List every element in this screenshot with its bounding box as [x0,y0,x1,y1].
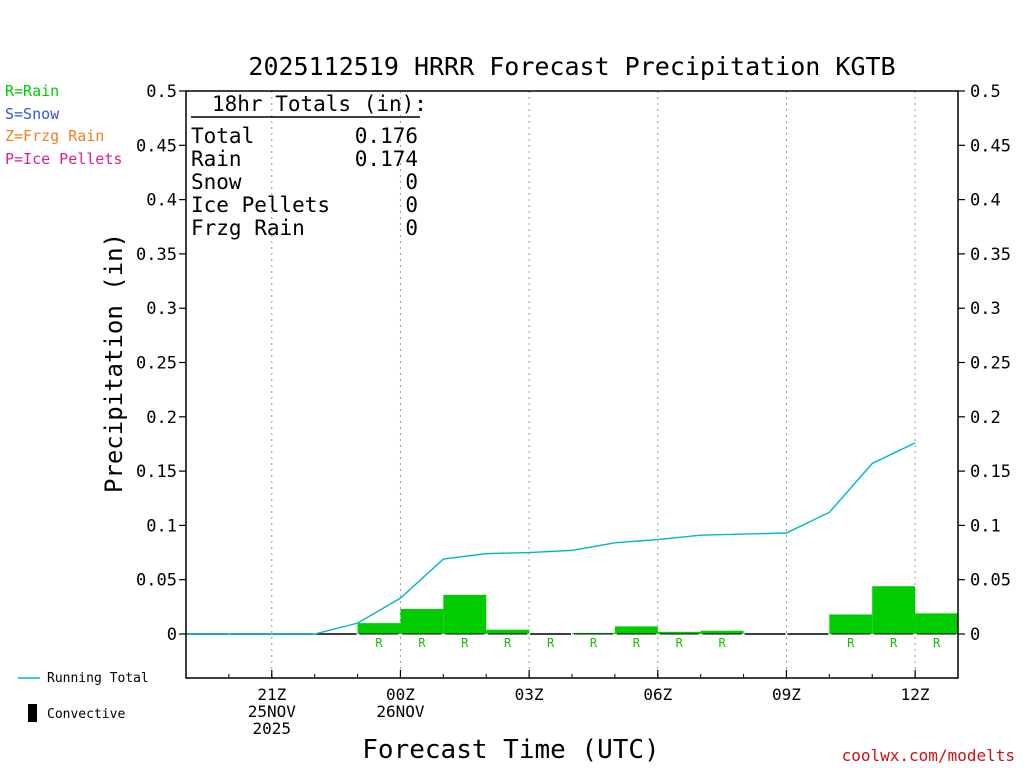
totals-row-label: Rain [191,147,242,171]
y-tick-label-right: 0.5 [970,82,1001,102]
x-tick-label: 00Z [386,685,415,704]
legend-ice-pellets: P=Ice Pellets [5,150,122,168]
precip-bar [872,586,916,634]
y-tick-label-left: 0.05 [136,571,177,591]
y-tick-label-right: 0.25 [970,354,1011,374]
totals-heading: 18hr Totals (in): [212,92,427,116]
y-axis-label: Precipitation (in) [100,233,128,493]
precip-type-mark: R [933,636,941,650]
precip-bar [700,630,744,634]
precip-type-mark: R [418,636,426,650]
x-tick-label: 06Z [643,685,672,704]
plot-frame [185,90,959,679]
precip-type-mark: R [676,636,684,650]
x-tick-label: 25NOV [248,702,297,721]
y-tick-label-left: 0.2 [146,408,177,428]
precip-bar [614,626,658,634]
x-gridlines [271,91,916,678]
x-tick-label: 03Z [515,685,544,704]
precip-type-mark: R [590,636,598,650]
totals-row-value: 0 [405,193,418,217]
precip-bar [400,609,444,634]
totals-row-value: 0.174 [355,147,418,171]
legend-snow: S=Snow [5,105,60,123]
x-tick-label: 26NOV [376,702,425,721]
credit-text: coolwx.com/modelts [842,746,1015,765]
totals-row-value: 0.176 [355,124,418,148]
precip-bar [829,614,873,634]
totals-rows: Total 0.176 Rain 0.174 Snow 0 Ice Pellets 0 Frzg… [191,124,418,240]
precip-type-mark: R [718,636,726,650]
y-tick-label-right: 0.3 [970,299,1001,319]
y-tick-label-left: 0.45 [136,136,177,156]
y-tick-label-left: 0.35 [136,245,177,265]
legend-rain: R=Rain [5,82,59,100]
x-axis-label: Forecast Time (UTC) [362,735,659,765]
y-tick-label-left: 0.3 [146,299,177,319]
totals-row-label: Frzg Rain [191,216,305,240]
precip-bar [572,632,615,634]
precip-bar [357,623,401,634]
totals-row-value: 0 [405,170,418,194]
legend-running-total: Running Total [47,671,149,686]
y-tick-label-left: 0.15 [136,462,177,482]
x-tick-label: 12Z [901,685,930,704]
precip-type-mark: R [375,636,383,650]
precip-type-mark: R [461,636,469,650]
y-axis-right: 0 0.05 0.1 0.15 0.2 0.25 0.3 0.35 0.4 0.45 0.5 [958,82,1011,645]
y-tick-label-right: 0.1 [970,516,1001,536]
totals-row-label: Snow [191,170,242,194]
x-tick-label: 2025 [253,719,292,738]
precip-type-mark: R [847,636,855,650]
y-tick-label-right: 0.4 [970,191,1001,211]
y-tick-label-left: 0.5 [146,82,177,102]
y-tick-label-right: 0.15 [970,462,1011,482]
chart-title: 2025112519 HRRR Forecast Precipitation K… [248,52,895,81]
y-tick-label-right: 0.45 [970,136,1011,156]
precip-bar [443,594,487,634]
y-tick-label-left: 0.25 [136,354,177,374]
precip-bar [915,613,958,634]
y-tick-label-right: 0.2 [970,408,1001,428]
y-tick-label-left: 0.4 [146,191,177,211]
y-tick-label-right: 0.35 [970,245,1011,265]
x-tick-label: 09Z [772,685,801,704]
y-tick-label-left: 0.1 [146,516,177,536]
precip-type-mark: R [504,636,512,650]
totals-row-label: Ice Pellets [191,193,330,217]
precip-type-mark: R [547,636,555,650]
y-tick-label-left: 0 [167,625,177,645]
totals-row-value: 0 [405,216,418,240]
hourly-precip-bars [187,586,958,635]
convective-legend-swatch [28,704,37,722]
y-tick-label-right: 0.05 [970,571,1011,591]
totals-row-label: Total [191,124,254,148]
precip-bar [486,629,530,634]
y-tick-label-right: 0 [970,625,980,645]
running-total-line [186,442,916,635]
legend-frzg-rain: Z=Frzg Rain [5,127,104,145]
y-axis-left: 0 0.05 0.1 0.15 0.2 0.25 0.3 0.35 0.4 0.45 0.5 [136,82,186,645]
precip-type-mark: R [890,636,898,650]
precip-bar [657,631,701,634]
precip-type-mark: R [633,636,641,650]
x-tick-label: 21Z [257,685,286,704]
legend-convective: Convective [47,707,125,722]
